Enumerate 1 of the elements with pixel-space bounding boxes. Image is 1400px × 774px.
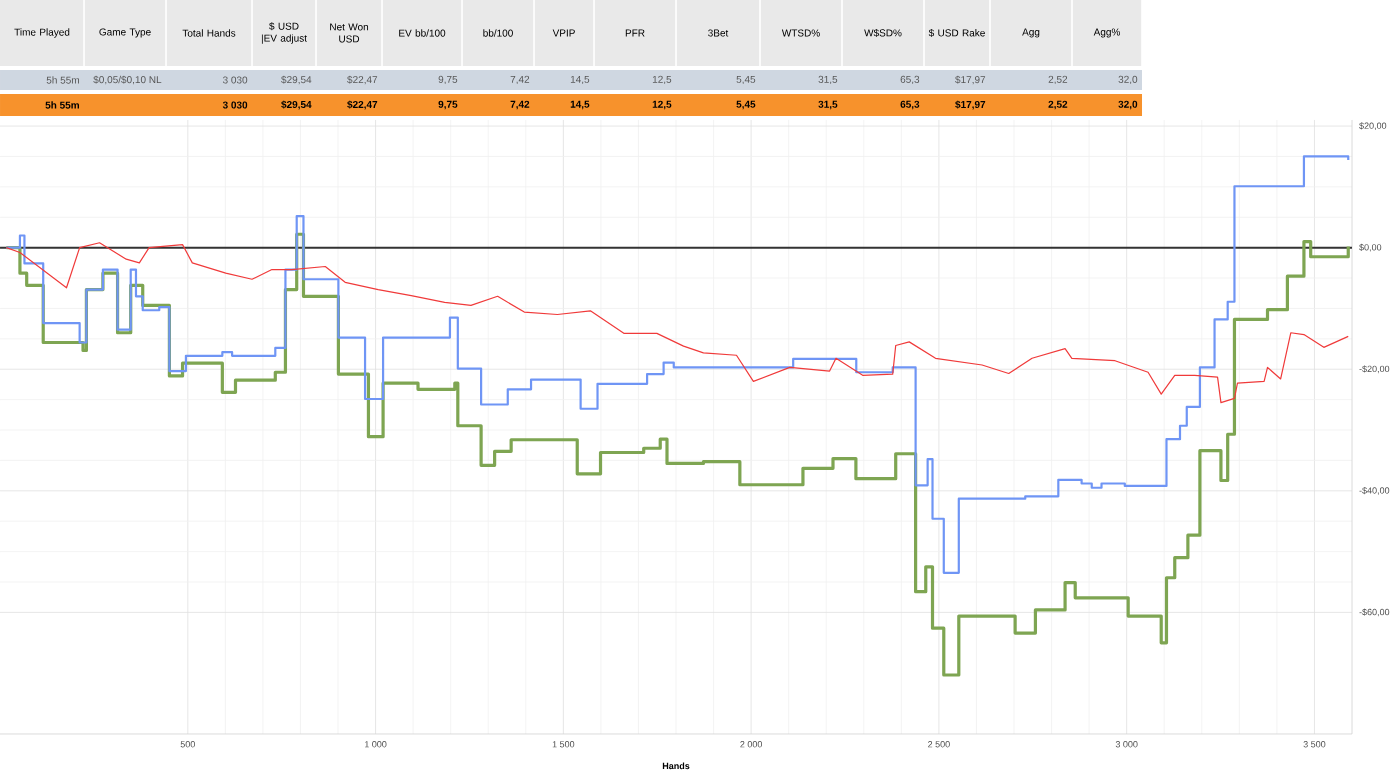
line-series <box>5 242 1349 404</box>
